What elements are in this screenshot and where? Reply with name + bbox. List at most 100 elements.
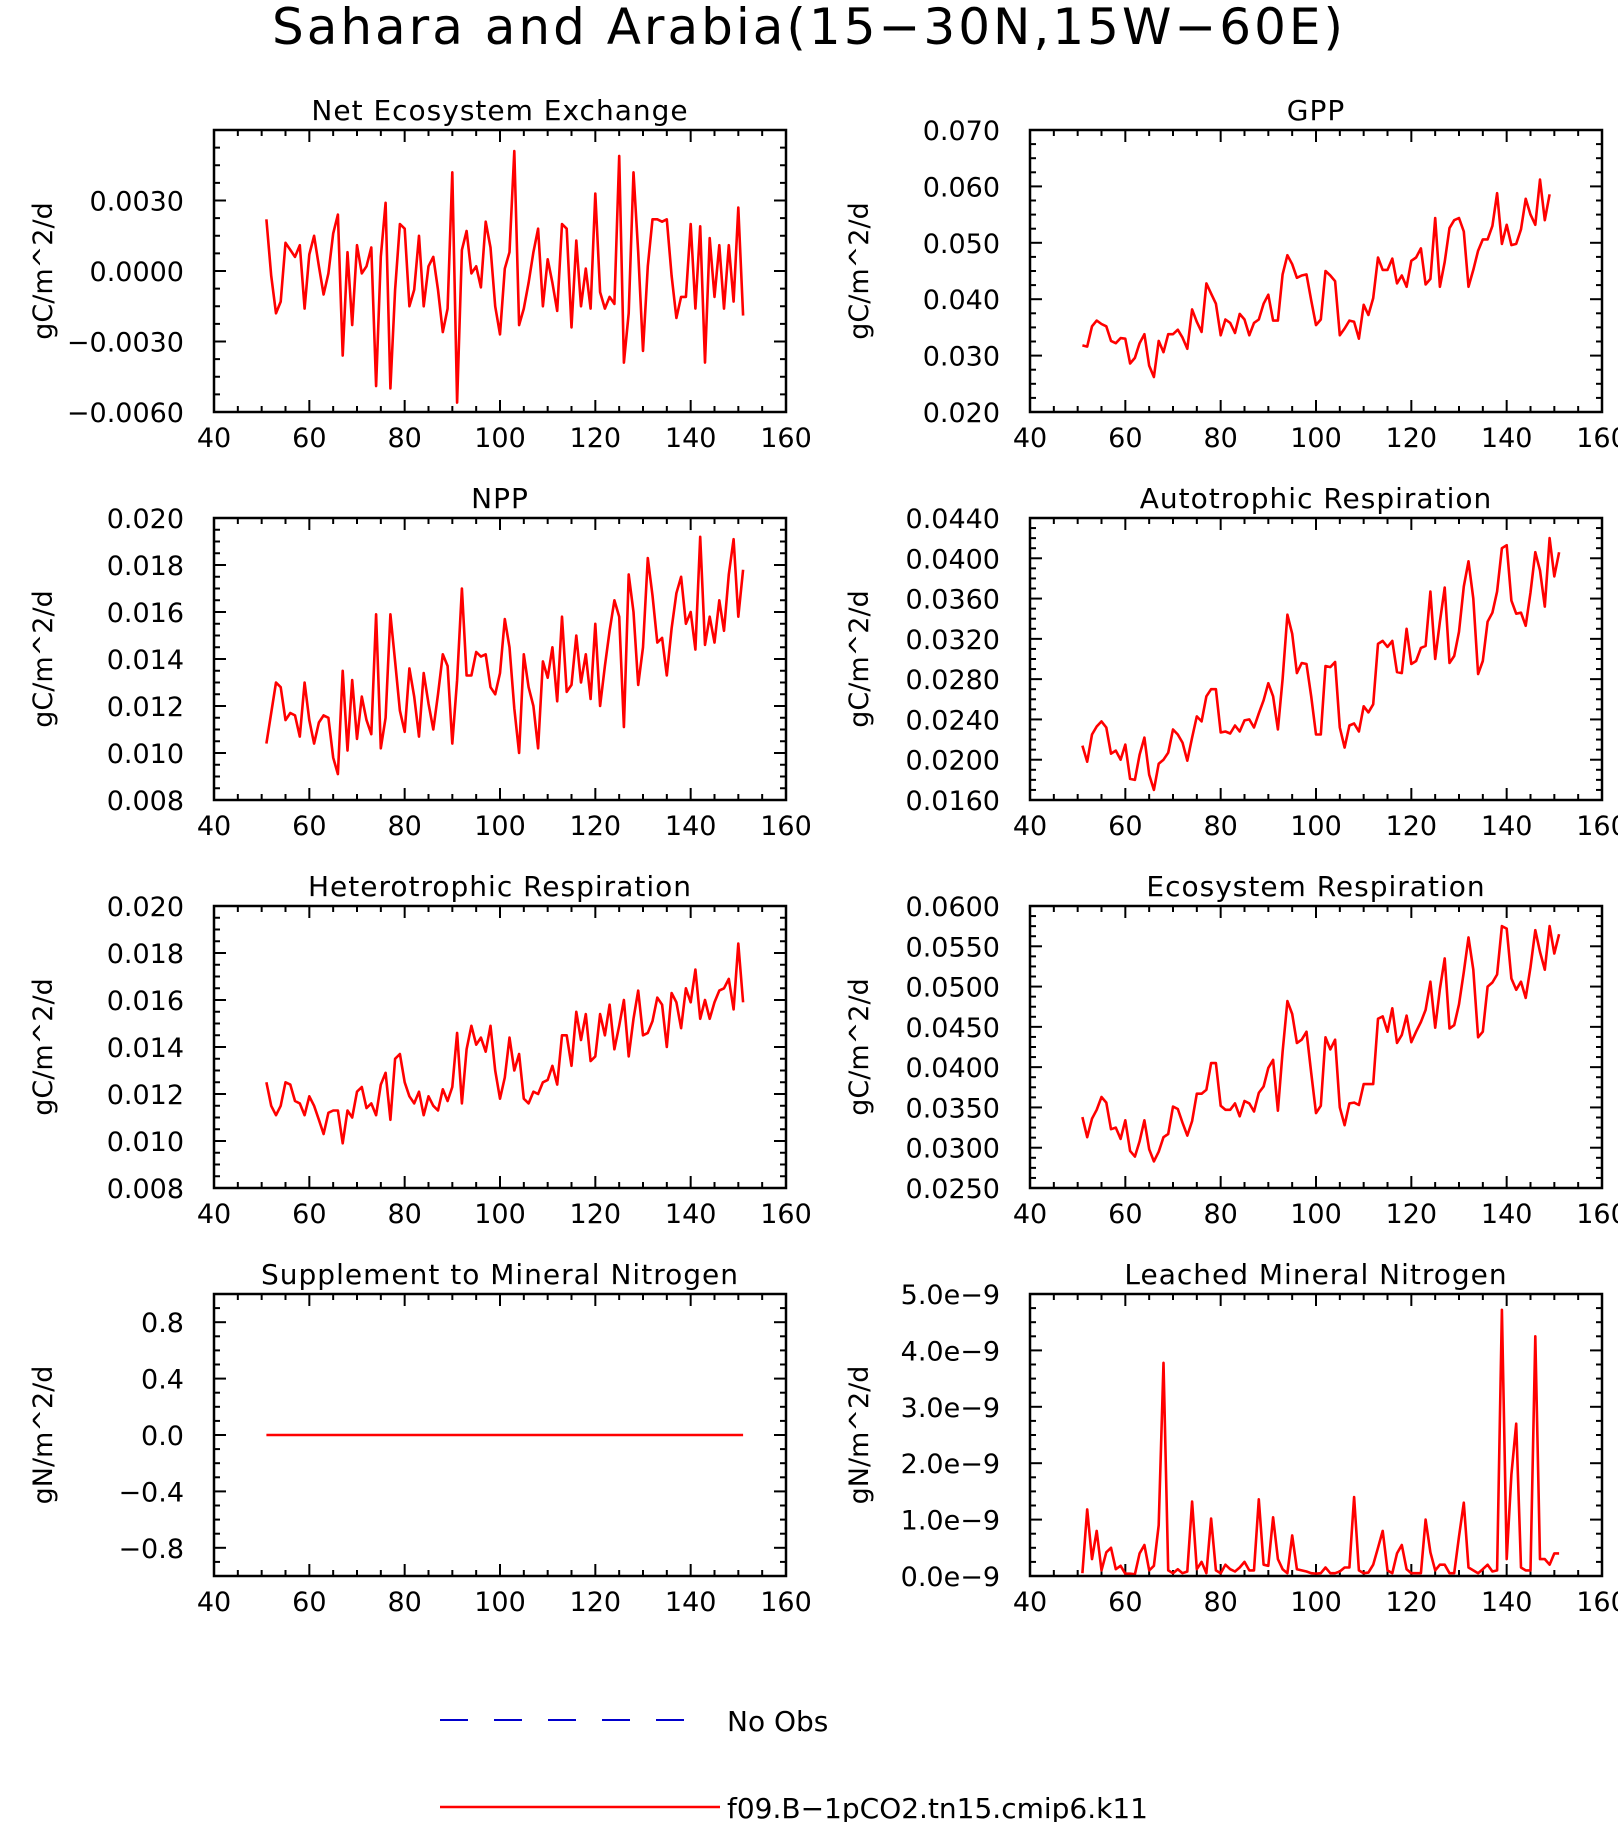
- x-tick-label: 100: [1290, 423, 1342, 454]
- y-tick-label: 0.010: [107, 1127, 184, 1158]
- y-tick-label: 0.016: [107, 986, 184, 1017]
- x-tick-label: 60: [292, 1199, 326, 1230]
- panel-title: Net Ecosystem Exchange: [311, 94, 688, 127]
- x-tick-label: 160: [760, 1587, 812, 1618]
- y-tick-label: −0.0060: [67, 398, 184, 429]
- panel-ar: Autotrophic Respiration gC/m^2/d 40 60 80 100…: [844, 482, 1618, 842]
- x-tick-label: 80: [387, 1199, 421, 1230]
- x-tick-label: 40: [1013, 811, 1047, 842]
- y-tick-label: 0.0160: [906, 786, 1000, 817]
- x-tick-label: 100: [474, 811, 526, 842]
- x-tick-label: 120: [570, 423, 622, 454]
- x-tick-label: 60: [1108, 811, 1142, 842]
- y-tick-label: 0.0550: [906, 932, 1000, 963]
- x-tick-label: 140: [1481, 811, 1533, 842]
- y-tick-label: 0.050: [923, 229, 1000, 260]
- plot-frame: [212, 516, 788, 802]
- x-tick-label: 60: [1108, 1199, 1142, 1230]
- x-tick-label: 160: [1576, 1587, 1618, 1618]
- series-line-gpp: [1082, 178, 1551, 379]
- x-tick-label: 120: [570, 811, 622, 842]
- y-tick-label: 0.020: [107, 504, 184, 535]
- x-tick-label: 140: [1481, 423, 1533, 454]
- y-tick-label: 0.014: [107, 645, 184, 676]
- y-tick-label: 0.4: [141, 1365, 184, 1396]
- x-tick-label: 40: [197, 423, 231, 454]
- y-axis-label: gC/m^2/d: [844, 202, 875, 339]
- panel-er: Ecosystem Respiration gC/m^2/d 40 60 80 100 12…: [844, 870, 1618, 1230]
- panels: Net Ecosystem Exchange gC/m^2/d 40 60 80 100 1…: [28, 94, 1618, 1618]
- panel-sminn: Supplement to Mineral Nitrogen gN/m^2/d 40…: [28, 1258, 812, 1618]
- x-tick-label: 40: [1013, 1587, 1047, 1618]
- x-tick-label: 160: [760, 423, 812, 454]
- y-tick-label: 0.018: [107, 939, 184, 970]
- x-tick-label: 40: [197, 1199, 231, 1230]
- x-tick-label: 40: [1013, 1199, 1047, 1230]
- plot-frame: [1028, 128, 1604, 414]
- x-tick-label: 140: [665, 1587, 717, 1618]
- x-tick-label: 140: [665, 423, 717, 454]
- y-tick-label: 0.0500: [906, 973, 1000, 1004]
- panel-title: Autotrophic Respiration: [1140, 482, 1492, 515]
- x-tick-label: 80: [387, 423, 421, 454]
- figure-title: Sahara and Arabia(15−30N,15W−60E): [272, 0, 1346, 56]
- y-axis-label: gC/m^2/d: [28, 202, 59, 339]
- x-tick-label: 140: [1481, 1587, 1533, 1618]
- x-tick-label: 60: [292, 423, 326, 454]
- x-tick-label: 80: [1203, 1199, 1237, 1230]
- y-tick-label: −0.8: [118, 1534, 184, 1565]
- y-axis-label: gC/m^2/d: [28, 978, 59, 1115]
- x-tick-label: 60: [292, 1587, 326, 1618]
- x-tick-label: 100: [474, 1587, 526, 1618]
- y-tick-label: 0.0400: [906, 1053, 1000, 1084]
- x-tick-label: 100: [1290, 811, 1342, 842]
- series-line-nee: [265, 149, 745, 404]
- y-tick-label: 0.008: [107, 786, 184, 817]
- panel-gpp: GPP gC/m^2/d 40 60 80 100 120 140 160 0.020 0.030 0…: [844, 94, 1618, 454]
- y-tick-label: 0.010: [107, 739, 184, 770]
- plot-frame: [1028, 516, 1604, 802]
- panel-title: GPP: [1287, 94, 1345, 127]
- y-tick-label: 0.016: [107, 598, 184, 629]
- x-tick-label: 100: [474, 1199, 526, 1230]
- y-axis-label: gC/m^2/d: [844, 590, 875, 727]
- x-tick-label: 80: [387, 1587, 421, 1618]
- y-tick-label: 0.030: [923, 342, 1000, 373]
- y-tick-label: 0.0030: [90, 187, 184, 218]
- y-axis-label: gN/m^2/d: [28, 1366, 59, 1505]
- legend-model-label: f09.B−1pCO2.tn15.cmip6.k11: [727, 1792, 1148, 1822]
- panel-nee: Net Ecosystem Exchange gC/m^2/d 40 60 80 100 1…: [28, 94, 812, 454]
- x-tick-label: 160: [760, 811, 812, 842]
- y-tick-label: 0.0e−9: [901, 1562, 1000, 1593]
- x-tick-label: 60: [1108, 1587, 1142, 1618]
- y-tick-label: 0.012: [107, 1080, 184, 1111]
- y-tick-label: 4.0e−9: [901, 1336, 1000, 1367]
- series-line-leached: [1081, 1308, 1560, 1576]
- x-tick-label: 120: [570, 1587, 622, 1618]
- plot-frame: [1028, 1292, 1604, 1578]
- series-line-npp: [265, 535, 745, 776]
- x-tick-label: 40: [197, 811, 231, 842]
- legend: No Obs f09.B−1pCO2.tn15.cmip6.k11: [440, 1705, 1148, 1822]
- y-tick-label: 0.0400: [906, 544, 1000, 575]
- plot-frame: [212, 904, 788, 1190]
- x-tick-label: 140: [665, 1199, 717, 1230]
- y-tick-label: 0.012: [107, 692, 184, 723]
- panel-title: Ecosystem Respiration: [1146, 870, 1485, 903]
- x-tick-label: 40: [1013, 423, 1047, 454]
- panel-title: Supplement to Mineral Nitrogen: [261, 1258, 739, 1291]
- y-tick-label: 0.0000: [90, 257, 184, 288]
- x-tick-label: 100: [1290, 1587, 1342, 1618]
- y-tick-label: 0.0250: [906, 1174, 1000, 1205]
- x-tick-label: 100: [1290, 1199, 1342, 1230]
- x-tick-label: 60: [1108, 423, 1142, 454]
- y-tick-label: 0.020: [107, 892, 184, 923]
- y-tick-label: 0.0300: [906, 1134, 1000, 1165]
- y-tick-label: 0.0320: [906, 625, 1000, 656]
- y-tick-label: 0.040: [923, 285, 1000, 316]
- x-tick-label: 80: [1203, 423, 1237, 454]
- y-tick-label: 0.0360: [906, 585, 1000, 616]
- y-tick-label: 0.060: [923, 172, 1000, 203]
- y-axis-label: gC/m^2/d: [844, 978, 875, 1115]
